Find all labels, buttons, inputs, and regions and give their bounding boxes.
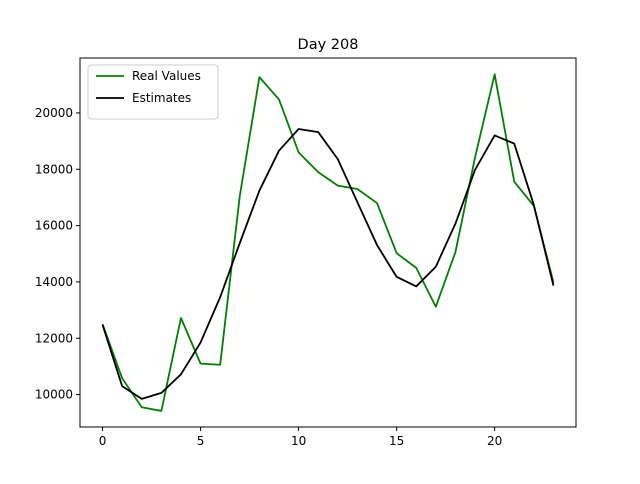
legend: Real Values Estimates: [87, 64, 219, 120]
x-tick-label: 10: [291, 434, 306, 448]
y-tick-label: 10000: [35, 388, 73, 402]
y-tick-label: 20000: [35, 106, 73, 120]
y-tick-label: 16000: [35, 219, 73, 233]
legend-label-real-values: Real Values: [132, 69, 201, 83]
series-line-real-values: [101, 73, 555, 412]
y-tick-label: 12000: [35, 331, 73, 345]
y-tick-label: 18000: [35, 162, 73, 176]
y-tick-label: 14000: [35, 275, 73, 289]
x-tick-label: 0: [99, 434, 107, 448]
series-line-estimates: [101, 128, 555, 400]
legend-box: [87, 64, 219, 120]
chart-title: Day 208: [298, 37, 359, 53]
x-axis: 0 5 10 15 20: [99, 427, 502, 448]
y-axis: 10000 12000 14000 16000 18000 20000: [35, 106, 80, 402]
x-tick-label: 5: [197, 434, 205, 448]
legend-label-estimates: Estimates: [132, 91, 191, 105]
x-tick-label: 15: [389, 434, 404, 448]
series-layer: [101, 73, 555, 412]
axes-frame: [79, 57, 577, 428]
x-tick-label: 20: [487, 434, 502, 448]
